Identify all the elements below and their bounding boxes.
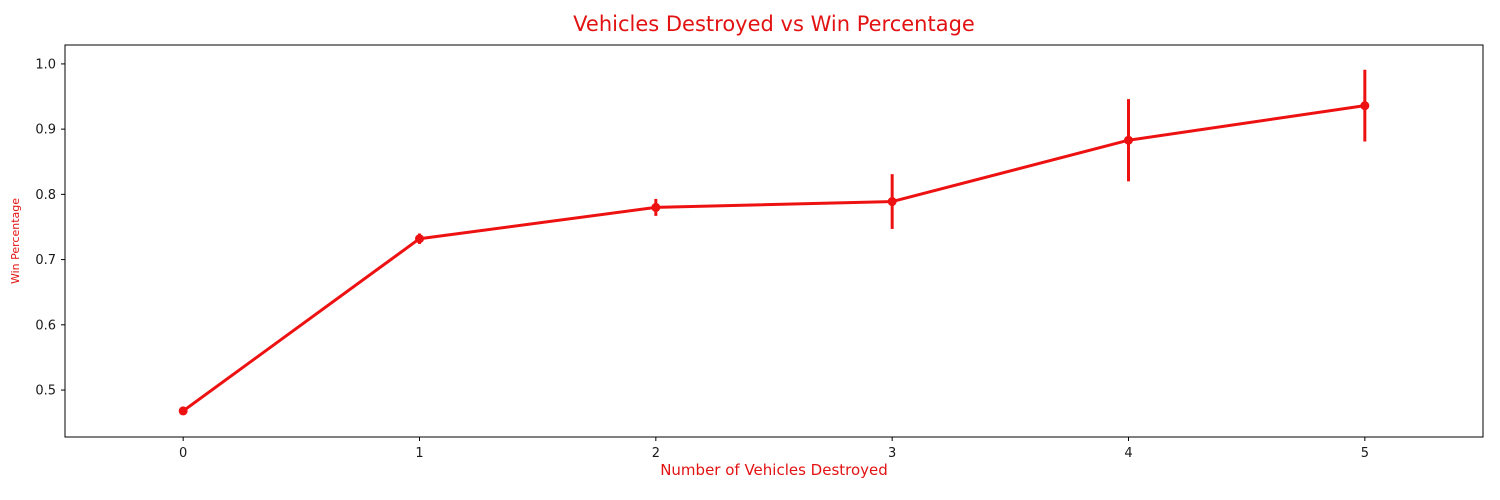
x-tick-label: 0 [179, 446, 187, 461]
data-point [415, 234, 424, 244]
data-point [887, 197, 897, 207]
chart-title: Vehicles Destroyed vs Win Percentage [573, 12, 975, 36]
y-axis-label: Win Percentage [9, 198, 22, 284]
data-point [651, 202, 661, 212]
y-tick-label: 0.9 [35, 123, 56, 138]
data-point [178, 406, 188, 416]
data-point [1360, 101, 1370, 111]
plot-border [64, 44, 1484, 438]
y-tick-label: 0.6 [35, 318, 56, 333]
x-tick-label: 3 [888, 446, 896, 461]
y-tick-label: 0.5 [35, 384, 56, 399]
data-line [181, 104, 1367, 413]
x-tick-label: 1 [415, 446, 423, 461]
y-tick-label: 0.7 [35, 253, 56, 268]
x-tick-label: 5 [1361, 446, 1369, 461]
x-tick-label: 4 [1124, 446, 1132, 461]
data-point [1124, 135, 1133, 145]
x-axis-label: Number of Vehicles Destroyed [660, 461, 888, 479]
x-tick-label: 2 [652, 446, 660, 461]
y-tick-label: 1.0 [35, 57, 56, 72]
y-tick-label: 0.8 [35, 188, 56, 203]
